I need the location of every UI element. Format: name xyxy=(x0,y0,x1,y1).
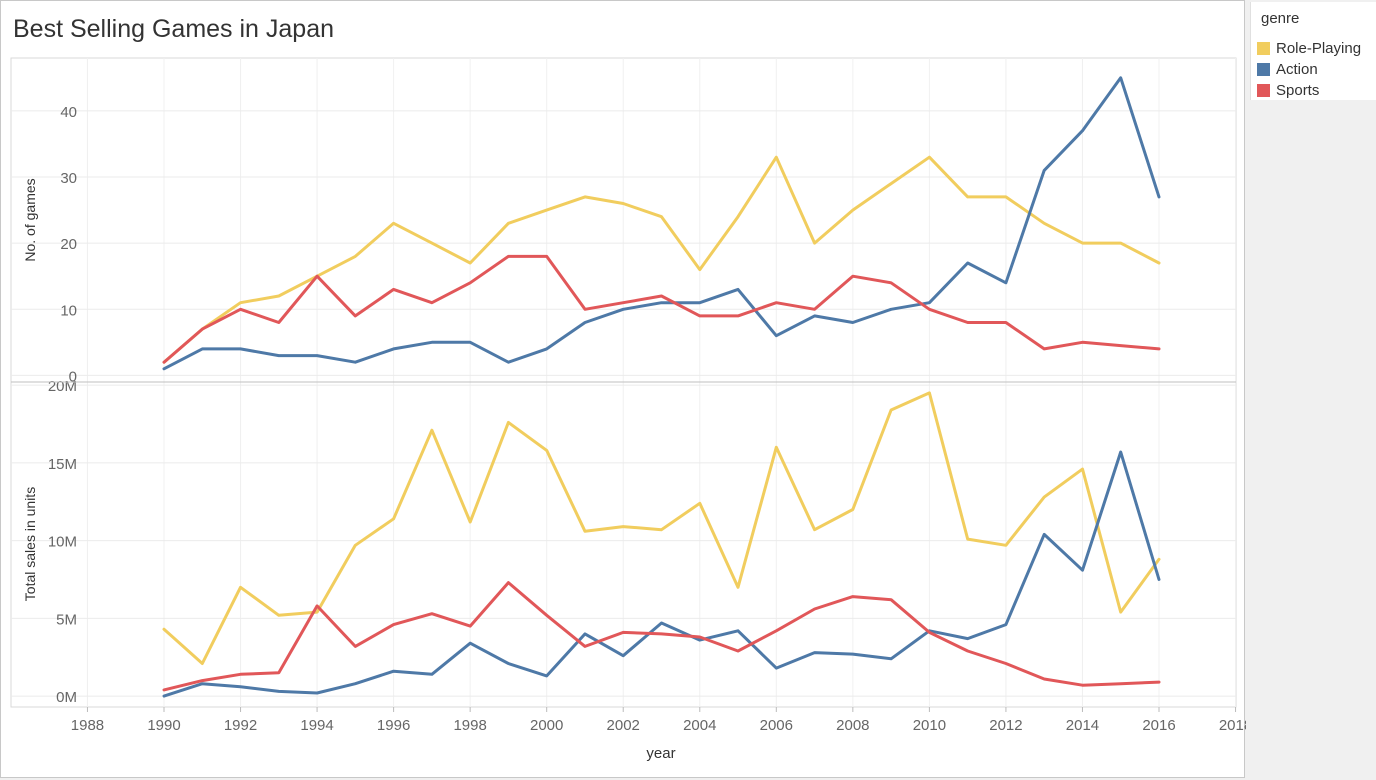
x-tick-label: 1992 xyxy=(224,717,257,734)
line-chart: 0 10 20 30 40 No. of games 0M 5M 10M 15M 20M Total … xyxy=(10,57,1246,762)
x-tick-label: 1988 xyxy=(71,717,104,734)
y-tick-label: 10M xyxy=(48,534,77,551)
x-tick-label: 2008 xyxy=(836,717,869,734)
x-tick-label: 1996 xyxy=(377,717,410,734)
legend-label: Sports xyxy=(1276,81,1320,99)
y-tick-label: 5M xyxy=(56,611,77,628)
y-tick-label: 20 xyxy=(60,236,77,253)
y-tick-label: 40 xyxy=(60,104,77,121)
x-tick-label: 2006 xyxy=(760,717,793,734)
series-line-sports xyxy=(162,254,1161,364)
y-tick-label: 0M xyxy=(56,689,77,706)
series-line-action xyxy=(162,450,1161,698)
y-tick-label: 15M xyxy=(48,456,77,473)
series-line-sports xyxy=(162,581,1161,692)
legend-item-role-playing[interactable]: Role-Playing xyxy=(1257,38,1361,58)
y-axis-label: Total sales in units xyxy=(22,487,38,601)
legend-item-action[interactable]: Action xyxy=(1257,59,1318,79)
y-tick-label: 20M xyxy=(48,378,77,395)
legend-swatch-role-playing xyxy=(1257,41,1270,55)
x-tick-label: 2010 xyxy=(913,717,946,734)
legend: genre Role-Playing Action Sports xyxy=(1250,2,1376,100)
legend-title: genre xyxy=(1261,10,1300,27)
series-line-role-playing xyxy=(162,391,1161,665)
x-tick-label: 1990 xyxy=(147,717,180,734)
chart-title: Best Selling Games in Japan xyxy=(13,15,335,43)
legend-item-sports[interactable]: Sports xyxy=(1257,80,1319,100)
series-line-action xyxy=(162,76,1161,371)
x-tick-label: 2014 xyxy=(1066,717,1099,734)
x-tick-label: 1998 xyxy=(453,717,486,734)
x-tick-label: 2016 xyxy=(1142,717,1175,734)
y-tick-label: 10 xyxy=(60,302,77,319)
x-tick-label: 2004 xyxy=(683,717,716,734)
legend-swatch-sports xyxy=(1257,83,1270,97)
x-tick-label: 2018 xyxy=(1219,717,1246,734)
x-tick-label: 1994 xyxy=(300,717,333,734)
legend-label: Role-Playing xyxy=(1276,39,1362,57)
x-axis-label: year xyxy=(646,745,675,762)
y-tick-label: 30 xyxy=(60,170,77,187)
x-tick-label: 2012 xyxy=(989,717,1022,734)
legend-swatch-action xyxy=(1257,62,1270,76)
legend-label: Action xyxy=(1276,60,1318,78)
y-axis-label: No. of games xyxy=(22,178,38,261)
y-tick-label: 0 xyxy=(69,368,77,385)
chart-panel: Best Selling Games in Japan 0 10 20 30 40 No.… xyxy=(0,0,1246,778)
x-tick-label: 2002 xyxy=(607,717,640,734)
x-tick-label: 2000 xyxy=(530,717,563,734)
series-line-role-playing xyxy=(162,155,1161,364)
